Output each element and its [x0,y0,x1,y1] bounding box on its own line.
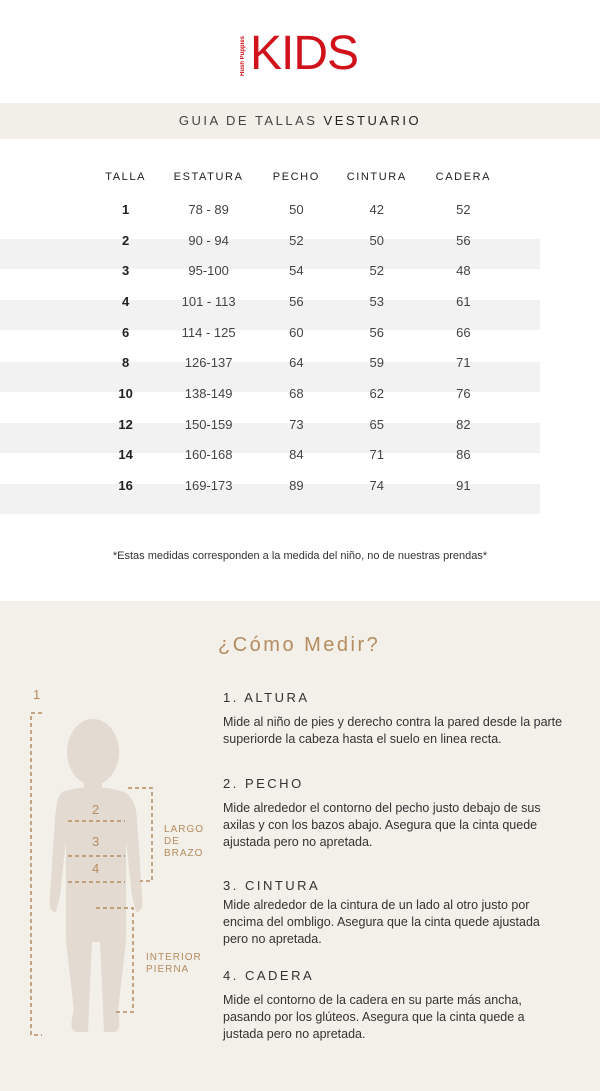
table-cell: 59 [369,355,384,371]
table-cell: 1 [121,201,130,217]
table-cell: 74 [369,478,384,494]
table-row: 2 90 - 94 52 50 56 [95,225,505,256]
table-cell: 91 [456,478,471,494]
table-cell: 160-168 [184,447,233,463]
table-cell: 14 [118,447,133,463]
table-cell: 16 [118,478,133,494]
table-cell: 53 [369,293,384,309]
row-stripe [0,361,540,392]
table-cell: 50 [289,201,304,217]
table-cell: 66 [456,324,471,340]
marker-4: 4 [92,861,99,876]
logo-text: KIDS [250,27,359,80]
table-cell: 90 - 94 [188,232,229,248]
table-cell: 62 [369,385,384,401]
column-header: ESTATURA [173,171,244,183]
table-cell: 6 [121,324,130,340]
marker-1: 1 [33,687,40,702]
table-row: 6 114 - 125 60 56 66 [95,317,505,348]
table-row: 1 78 - 89 50 42 52 [95,194,505,225]
table-cell: 71 [456,355,471,371]
table-cell: 42 [369,201,384,217]
inseam-label: INTERIOR PIERNA [146,952,202,975]
table-row: 16 169-173 89 74 91 [95,470,505,501]
table-cell: 52 [456,201,471,217]
table-cell: 2 [121,232,130,248]
column-header: TALLA [105,171,147,183]
table-cell: 12 [118,416,133,432]
table-cell: 10 [118,385,133,401]
table-cell: 54 [289,263,304,279]
table-row: 14 160-168 84 71 86 [95,440,505,471]
child-figure: 1 2 3 4 [30,687,153,1036]
table-cell: 56 [456,232,471,248]
table-cell: 50 [369,232,384,248]
table-cell: 89 [289,478,304,494]
table-cell: 3 [121,263,130,279]
size-guide-title: GUIA DE TALLAS VESTUARIO [0,103,600,139]
table-cell: 78 - 89 [188,201,229,217]
table-cell: 126-137 [184,355,233,371]
title-bold: VESTUARIO [323,113,422,128]
kids-logo: Hush Puppies KIDS [240,28,360,80]
table-cell: 4 [121,293,130,309]
table-cell: 60 [289,324,304,340]
table-cell: 52 [289,232,304,248]
row-stripe [0,238,540,269]
row-stripe [0,300,540,331]
section-pecho: 2. PECHO Mide alrededor el contorno del p… [223,776,541,849]
column-header: CINTURA [346,171,407,183]
marker-2: 2 [92,802,99,817]
table-cell: 138-149 [184,385,233,401]
measure-note: *Estas medidas corresponden a la medida … [112,550,488,562]
table-cell: 52 [369,263,384,279]
section-cintura: 3. CINTURA Mide alrededor de la cintura d… [223,878,540,946]
table-cell: 61 [456,293,471,309]
row-stripe [0,484,540,515]
table-cell: 82 [456,416,471,432]
table-row: 3 95-100 54 52 48 [95,255,505,286]
marker-3: 3 [92,834,99,849]
size-table: TALLA ESTATURA PECHO CINTURA CADERA 1 78 - 89… [95,160,505,501]
column-header: CADERA [435,171,492,183]
table-cell: 101 - 113 [181,293,236,309]
row-stripe [0,422,540,453]
table-cell: 76 [456,385,471,401]
table-row: 10 138-149 68 62 76 [95,378,505,409]
table-cell: 95-100 [188,263,229,279]
table-row: 8 126-137 64 59 71 [95,347,505,378]
table-cell: 114 - 125 [181,324,236,340]
table-cell: 73 [289,416,304,432]
table-row: 4 101 - 113 56 53 61 [95,286,505,317]
column-header: PECHO [272,171,320,183]
table-cell: 64 [289,355,304,371]
section-cadera: 4. CADERA Mide el contorno de la cadera e… [223,968,525,1041]
table-cell: 84 [289,447,304,463]
table-cell: 86 [456,447,471,463]
arm-length-label: LARGO DE BRAZO [164,824,205,859]
table-cell: 169-173 [184,478,233,494]
table-cell: 65 [369,416,384,432]
brand-name: Hush Puppies [240,35,246,76]
table-cell: 56 [289,293,304,309]
table-cell: 71 [369,447,384,463]
child-silhouette [49,719,143,1032]
table-cell: 68 [289,385,304,401]
table-cell: 56 [369,324,384,340]
table-row: 12 150-159 73 65 82 [95,409,505,440]
table-cell: 8 [121,355,130,371]
table-cell: 48 [456,263,471,279]
how-to-measure-title: ¿Cómo Medir? [218,634,381,656]
section-altura: 1. ALTURA Mide al niño de pies y derecho … [223,690,563,746]
table-cell: 150-159 [184,416,233,432]
title-light: GUIA DE TALLAS [178,113,324,128]
